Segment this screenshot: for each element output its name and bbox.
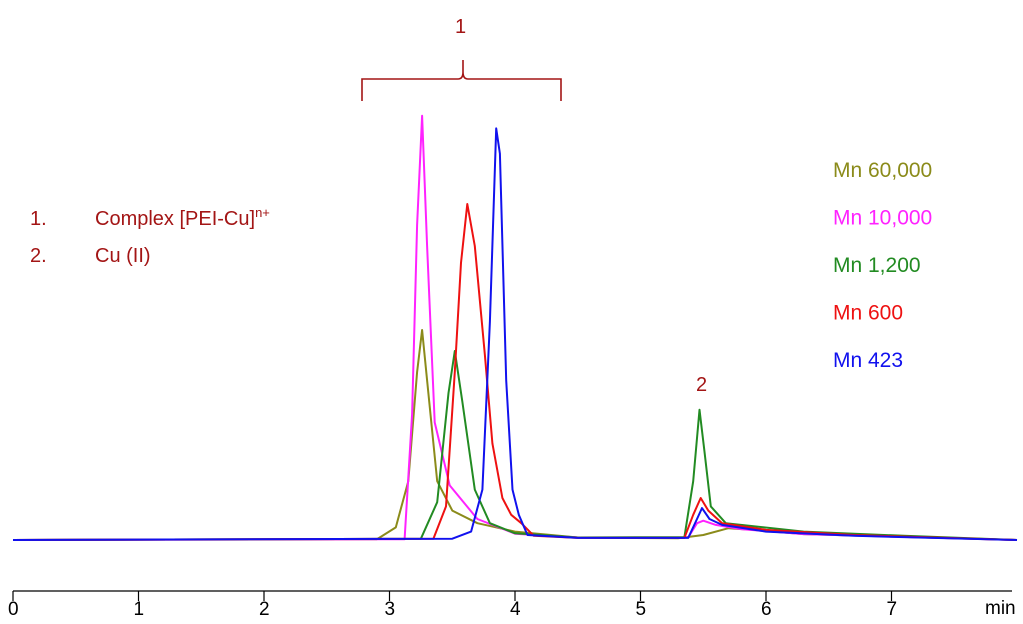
x-tick-label-7: 7 [887, 599, 898, 620]
legend-item-1: Mn 60,000 [833, 159, 932, 182]
note-1-number: 1. [30, 208, 47, 230]
note-2-number: 2. [30, 245, 47, 267]
x-tick-label-6: 6 [761, 599, 772, 620]
note-1-text: Complex [PEI-Cu]n+ [95, 205, 270, 230]
x-tick-label-0: 0 [8, 599, 19, 620]
group-1-bracket [361, 60, 562, 101]
series-line-4 [12, 203, 1018, 541]
legend-item-5: Mn 423 [833, 349, 903, 372]
x-axis-ticks: 0 1 2 3 4 5 6 7 [8, 591, 897, 620]
x-tick-label-1: 1 [134, 599, 145, 620]
note-1-superscript: n+ [255, 205, 270, 220]
note-1-main: Complex [PEI-Cu] [95, 208, 255, 230]
series-layer [12, 114, 1018, 541]
x-tick-label-5: 5 [636, 599, 647, 620]
series-line-3 [12, 350, 1018, 541]
x-axis-label: min [985, 598, 1016, 619]
x-tick-label-3: 3 [385, 599, 396, 620]
legend-item-2: Mn 10,000 [833, 207, 932, 230]
series-line-5 [12, 127, 1018, 541]
note-2-text: Cu (II) [95, 245, 151, 267]
legend: Mn 60,000 Mn 10,000 Mn 1,200 Mn 600 Mn 423 [833, 159, 932, 372]
bracket-label: 1 [455, 16, 466, 38]
x-tick-label-4: 4 [510, 599, 521, 620]
legend-item-4: Mn 600 [833, 302, 903, 325]
peak-2-label: 2 [696, 374, 707, 396]
legend-item-3: Mn 1,200 [833, 254, 921, 277]
x-tick-label-2: 2 [259, 599, 270, 620]
